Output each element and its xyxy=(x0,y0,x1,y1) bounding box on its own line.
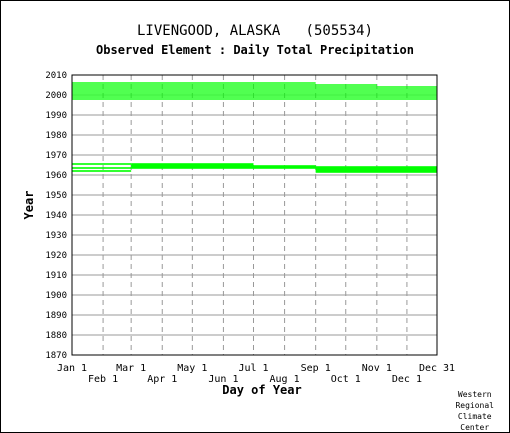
x-tick-label: Nov 1 xyxy=(362,363,392,374)
x-tick-label: Jan 1 xyxy=(57,363,87,374)
y-tick-label: 1960 xyxy=(45,171,67,181)
y-tick-label: 1930 xyxy=(45,231,67,241)
grid xyxy=(72,75,437,355)
x-tick-label: Apr 1 xyxy=(147,374,177,385)
data-segment xyxy=(131,165,316,167)
data-segment xyxy=(72,82,316,84)
data-segment xyxy=(315,170,437,172)
data-segment xyxy=(72,170,132,172)
chart-title: LIVENGOOD, ALASKA (505534) xyxy=(136,23,373,39)
y-tick-label: 1990 xyxy=(45,111,67,121)
y-tick-label: 2000 xyxy=(45,91,67,101)
x-axis-label: Day of Year xyxy=(222,383,301,397)
chart-subtitle: Observed Element : Daily Total Precipita… xyxy=(96,43,414,57)
x-tick-label: Dec 31 xyxy=(419,363,455,374)
x-tick-label: Jun 1 xyxy=(208,374,238,385)
y-tick-label: 1920 xyxy=(45,251,67,261)
credit-line: Western xyxy=(457,390,492,399)
y-tick-label: 2010 xyxy=(45,71,67,81)
axis-ticks: 1870 1880 1890 1900 1910 1920 1930 1940 1950 1960… xyxy=(45,71,455,385)
data-segment xyxy=(72,86,437,88)
y-tick-label: 1950 xyxy=(45,191,67,201)
data-segment xyxy=(131,163,254,165)
y-tick-label: 1980 xyxy=(45,131,67,141)
data-segment xyxy=(72,98,437,100)
x-tick-label: Dec 1 xyxy=(392,374,422,385)
data-segment xyxy=(72,167,437,169)
x-tick-label: Oct 1 xyxy=(331,374,361,385)
data-segment xyxy=(315,171,437,173)
data-segment xyxy=(72,84,377,86)
x-tick-label: Jul 1 xyxy=(238,363,268,374)
credit-line: Regional xyxy=(455,401,494,410)
credit-line: Climate xyxy=(457,412,492,421)
data-segment xyxy=(315,168,437,170)
y-tick-label: 1870 xyxy=(45,351,67,361)
data-segment xyxy=(72,163,132,165)
data-segment xyxy=(72,94,437,96)
data-segment xyxy=(72,90,437,92)
data-segment xyxy=(72,92,437,94)
wrcc-credit: Western Regional Climate Center xyxy=(455,389,494,433)
data-segment xyxy=(131,166,437,168)
y-tick-label: 1900 xyxy=(45,291,67,301)
y-tick-label: 1970 xyxy=(45,151,67,161)
y-axis-label: Year xyxy=(22,191,36,220)
data-segment xyxy=(72,88,437,90)
plot-area-border xyxy=(71,74,438,356)
data-segment xyxy=(72,96,437,98)
data-segment xyxy=(131,164,254,166)
x-tick-label: Aug 1 xyxy=(270,374,300,385)
y-tick-label: 1940 xyxy=(45,211,67,221)
credit-line: Center xyxy=(460,423,490,432)
x-tick-label: Feb 1 xyxy=(88,374,118,385)
y-tick-label: 1880 xyxy=(45,331,67,341)
y-tick-label: 1890 xyxy=(45,311,67,321)
x-tick-label: May 1 xyxy=(177,363,207,374)
x-tick-label: Mar 1 xyxy=(116,363,146,374)
y-tick-label: 1910 xyxy=(45,271,67,281)
x-tick-label: Sep 1 xyxy=(301,363,331,374)
data-segment xyxy=(315,169,437,171)
data-marks xyxy=(72,82,437,173)
